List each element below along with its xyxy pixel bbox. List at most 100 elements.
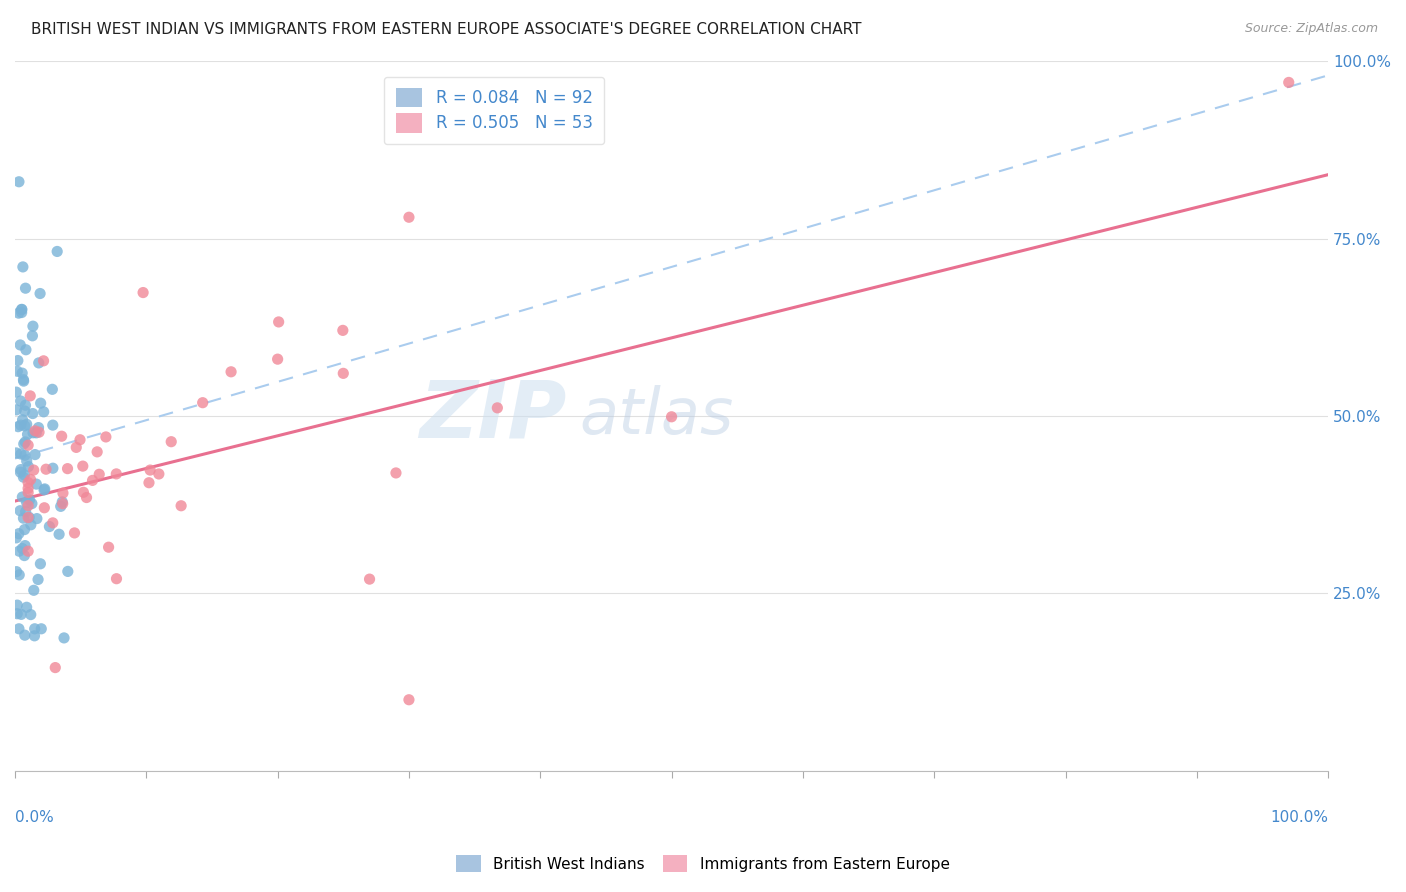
- Point: [42, 461, 65, 475]
- Point: [17, 427, 39, 442]
- Point: [138, 475, 160, 490]
- Point: [46, 244, 69, 259]
- Point: [32, 405, 55, 419]
- Point: [21, 319, 44, 334]
- Text: Source: ZipAtlas.com: Source: ZipAtlas.com: [1244, 22, 1378, 36]
- Point: [97, 540, 120, 554]
- Point: [48, 527, 70, 541]
- Point: [18, 510, 41, 524]
- Point: [266, 352, 288, 367]
- Point: [14, 434, 37, 449]
- Point: [18, 492, 41, 507]
- Point: [132, 285, 155, 300]
- Point: [11, 302, 34, 317]
- Point: [14, 398, 37, 412]
- Point: [24, 622, 46, 636]
- Point: [6, 531, 28, 545]
- Point: [10, 302, 32, 317]
- Point: [14, 628, 37, 642]
- Point: [20, 517, 42, 532]
- Point: [17, 544, 39, 558]
- Point: [148, 467, 170, 481]
- Point: [1278, 75, 1301, 89]
- Point: [21, 497, 44, 511]
- Point: [398, 692, 420, 706]
- Text: ZIP: ZIP: [419, 377, 567, 455]
- Point: [14, 281, 37, 295]
- Point: [11, 260, 34, 274]
- Point: [24, 448, 46, 462]
- Point: [72, 459, 94, 474]
- Point: [398, 211, 420, 225]
- Point: [52, 486, 75, 500]
- Point: [22, 463, 45, 477]
- Point: [17, 475, 39, 490]
- Point: [7, 306, 30, 320]
- Point: [17, 485, 39, 500]
- Legend: R = 0.084   N = 92, R = 0.505   N = 53: R = 0.084 N = 92, R = 0.505 N = 53: [384, 77, 605, 145]
- Point: [89, 467, 111, 482]
- Point: [13, 374, 35, 388]
- Point: [10, 305, 32, 319]
- Point: [20, 473, 42, 487]
- Point: [11, 541, 34, 556]
- Point: [22, 425, 45, 440]
- Point: [27, 573, 49, 587]
- Point: [139, 463, 162, 477]
- Point: [56, 565, 79, 579]
- Point: [38, 519, 60, 533]
- Point: [25, 425, 48, 440]
- Text: atlas: atlas: [579, 385, 734, 447]
- Point: [267, 315, 290, 329]
- Text: 0.0%: 0.0%: [15, 810, 53, 825]
- Point: [63, 525, 86, 540]
- Point: [17, 459, 39, 474]
- Point: [13, 467, 35, 482]
- Point: [11, 413, 34, 427]
- Point: [160, 434, 183, 449]
- Point: [25, 511, 48, 525]
- Point: [105, 572, 128, 586]
- Point: [30, 557, 52, 571]
- Point: [51, 495, 73, 509]
- Point: [11, 366, 34, 380]
- Point: [10, 462, 32, 476]
- Point: [14, 505, 37, 519]
- Point: [15, 495, 38, 509]
- Point: [14, 539, 37, 553]
- Text: BRITISH WEST INDIAN VS IMMIGRANTS FROM EASTERN EUROPE ASSOCIATE'S DEGREE CORRELA: BRITISH WEST INDIAN VS IMMIGRANTS FROM E…: [31, 22, 862, 37]
- Point: [14, 404, 37, 418]
- Point: [661, 409, 683, 424]
- Point: [15, 600, 38, 615]
- Point: [332, 367, 354, 381]
- Point: [94, 430, 117, 444]
- Point: [13, 437, 35, 451]
- Point: [359, 572, 381, 586]
- Point: [10, 418, 32, 433]
- Point: [7, 622, 30, 636]
- Point: [30, 396, 52, 410]
- Point: [69, 433, 91, 447]
- Text: 100.0%: 100.0%: [1270, 810, 1329, 825]
- Point: [49, 500, 72, 514]
- Point: [15, 454, 38, 468]
- Point: [41, 382, 63, 396]
- Point: [13, 549, 35, 563]
- Point: [10, 447, 32, 461]
- Point: [17, 438, 39, 452]
- Point: [6, 403, 28, 417]
- Point: [6, 385, 28, 400]
- Point: [28, 425, 51, 440]
- Point: [170, 499, 193, 513]
- Point: [25, 477, 48, 491]
- Point: [486, 401, 509, 415]
- Point: [7, 353, 30, 368]
- Point: [32, 354, 55, 368]
- Point: [52, 497, 75, 511]
- Point: [21, 407, 44, 421]
- Point: [20, 607, 42, 622]
- Point: [6, 364, 28, 378]
- Point: [35, 462, 58, 476]
- Point: [6, 598, 28, 612]
- Point: [7, 175, 30, 189]
